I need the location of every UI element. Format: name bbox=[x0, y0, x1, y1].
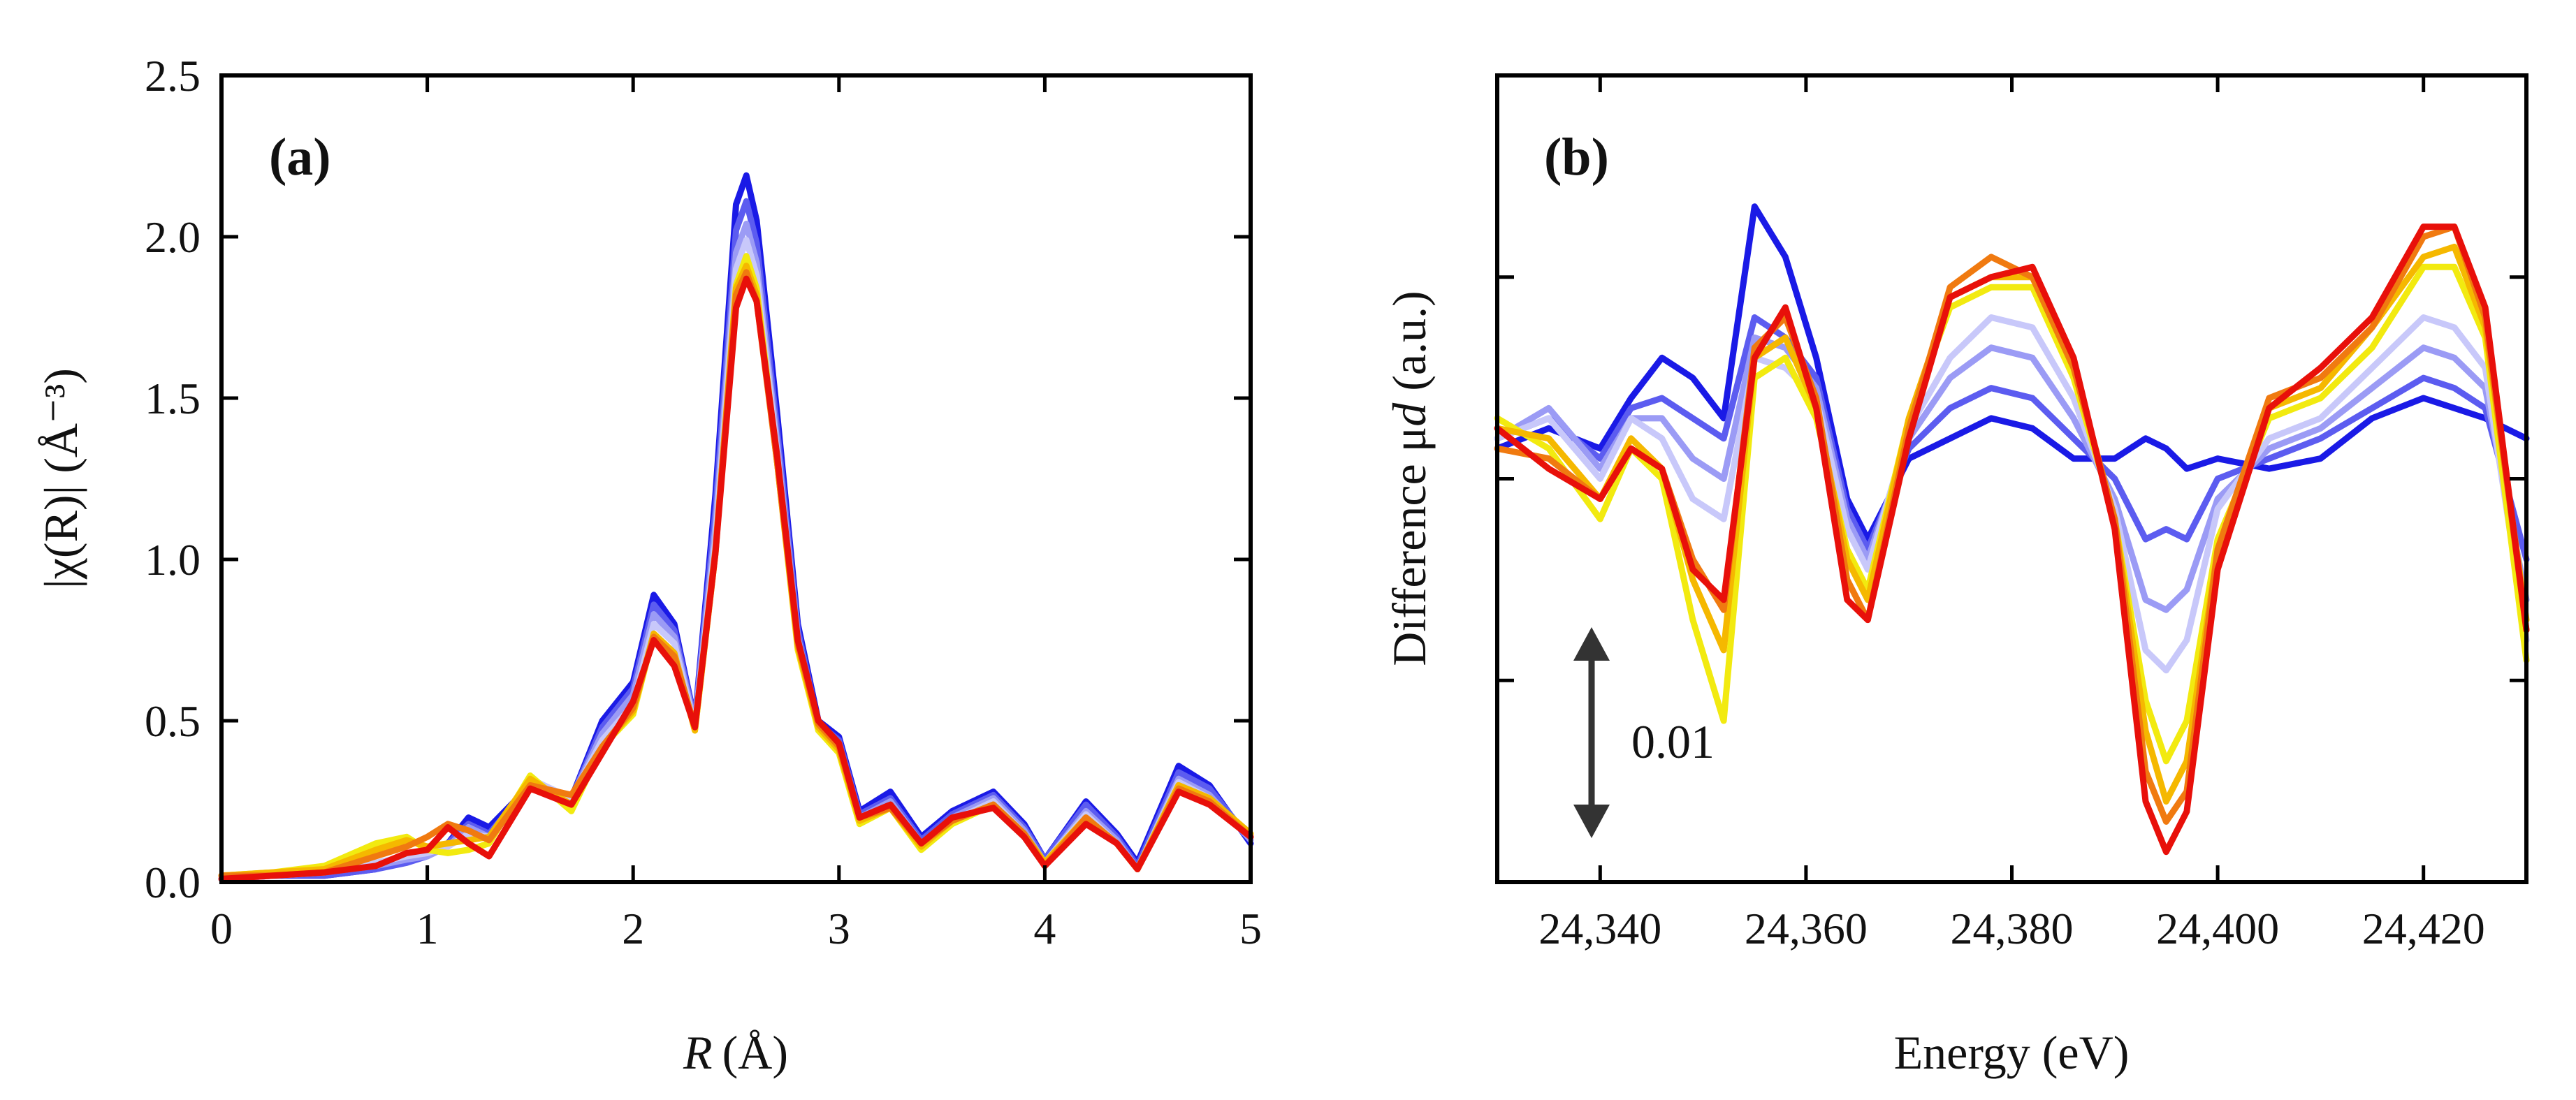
panel-b-ticks: 24,340 24,360 24,380 24,400 24,420 bbox=[1497, 73, 2526, 953]
scale-bar-label: 0.01 bbox=[1631, 715, 1715, 768]
panel-a-ytick-label: 2.5 bbox=[145, 51, 201, 101]
panel-b-x-axis-label: Energy (eV) bbox=[1894, 1026, 2130, 1079]
panel-a-xtick-label: 2 bbox=[622, 904, 644, 953]
panel-b-xtick-label: 24,360 bbox=[1745, 904, 1868, 953]
panel-a-ytick-label: 1.5 bbox=[145, 374, 201, 423]
panel-b-xtick-label: 24,380 bbox=[1951, 904, 2074, 953]
panel-b: 24,340 24,360 24,380 24,400 24,420 (b) Energ… bbox=[1383, 73, 2530, 1079]
panel-a-ytick-label: 2.0 bbox=[145, 212, 201, 262]
panel-a-plot-frame bbox=[219, 73, 1253, 884]
scale-bar-arrow-down bbox=[1573, 805, 1610, 838]
panel-b-series-pale-blue bbox=[1494, 314, 2530, 674]
scale-bar: 0.01 bbox=[1573, 627, 1715, 838]
panel-a-ytick-label: 1.0 bbox=[145, 535, 201, 585]
panel-b-series-medium-blue bbox=[1494, 314, 2530, 563]
panel-a-xtick-label: 5 bbox=[1239, 904, 1262, 953]
panel-b-xtick-label: 24,420 bbox=[2362, 904, 2485, 953]
panel-b-series-group bbox=[1494, 203, 2530, 856]
panel-b-y-axis-variable: d bbox=[1383, 402, 1436, 427]
panel-b-series-light-blue bbox=[1494, 334, 2530, 613]
scale-bar-arrow-up bbox=[1573, 627, 1610, 661]
panel-b-label: (b) bbox=[1544, 128, 1609, 186]
panel-a-ytick-label: 0.0 bbox=[145, 858, 201, 907]
panel-a: 0 1 2 3 4 5 0.0 0.5 1.0 1.5 2.0 2.5 (a) R (Å) |χ(R)|… bbox=[34, 51, 1262, 1079]
panel-a-xtick-label: 0 bbox=[210, 904, 233, 953]
panel-b-xtick-label: 24,340 bbox=[1538, 904, 1661, 953]
panel-a-xtick-label: 4 bbox=[1033, 904, 1056, 953]
panel-a-ticks: 0 1 2 3 4 5 0.0 0.5 1.0 1.5 2.0 2.5 bbox=[145, 51, 1262, 953]
panel-b-y-axis-suffix: (a.u.) bbox=[1383, 291, 1436, 402]
panel-a-x-axis-unit: (Å) bbox=[722, 1026, 788, 1079]
panel-a-xtick-label: 3 bbox=[828, 904, 850, 953]
panel-a-x-axis-label: R (Å) bbox=[683, 1026, 788, 1079]
panel-a-y-axis-label: |χ(R)| (Å⁻³) bbox=[34, 368, 87, 589]
panel-b-series-red bbox=[1494, 223, 2530, 856]
panel-b-series-blue bbox=[1494, 203, 2530, 543]
panel-a-xtick-label: 1 bbox=[416, 904, 439, 953]
panel-a-label: (a) bbox=[269, 128, 331, 186]
panel-a-x-axis-variable: R bbox=[683, 1026, 713, 1079]
panel-b-series-yellow bbox=[1494, 263, 2530, 765]
panel-b-y-axis-label: Difference μd (a.u.) bbox=[1383, 291, 1436, 666]
panel-b-y-axis-prefix: Difference μ bbox=[1383, 427, 1436, 666]
panel-b-xtick-label: 24,400 bbox=[2156, 904, 2279, 953]
panel-a-ytick-label: 0.5 bbox=[145, 696, 201, 746]
